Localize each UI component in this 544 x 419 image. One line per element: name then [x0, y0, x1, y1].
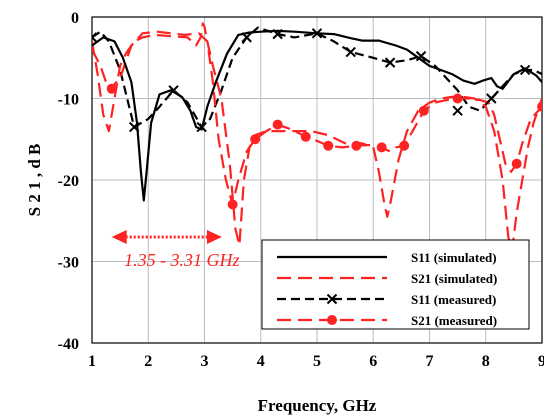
x-tick-label: 2	[144, 353, 152, 370]
marker-dot	[418, 105, 429, 116]
marker-cross	[384, 57, 396, 68]
x-tick-label: 3	[201, 353, 209, 370]
marker-dot	[250, 134, 261, 145]
marker-cross	[168, 85, 179, 96]
marker-cross	[452, 105, 463, 116]
x-tick-label: 1	[88, 353, 96, 370]
y-tick-label: -30	[58, 255, 79, 272]
marker-cross	[415, 50, 427, 62]
marker-dot	[376, 142, 387, 153]
legend-label: S11 (measured)	[411, 292, 496, 307]
marker-dot	[537, 101, 542, 112]
y-tick-label: -20	[58, 173, 79, 190]
legend-label: S21 (measured)	[411, 313, 497, 328]
tick-labels: 1 2 3 4 5 6 7 8 9 0 -10 -20 -30 -40	[58, 10, 544, 370]
marker-cross	[241, 32, 252, 43]
legend-label: S11 (simulated)	[411, 250, 497, 265]
marker-cross	[311, 28, 323, 39]
x-tick-label: 5	[313, 353, 321, 370]
x-axis-title: Frequency, GHz	[258, 396, 377, 415]
plot-frame	[91, 16, 543, 344]
series-line-s11-simulated-	[92, 29, 542, 202]
legend-box	[261, 239, 530, 330]
marker-cross	[128, 121, 140, 133]
marker-dot	[452, 93, 463, 104]
annotation-arrowhead-left	[111, 230, 127, 245]
marker-cross	[345, 46, 356, 58]
bandwidth-annotation: 1.35 - 3.31 GHz	[111, 230, 240, 270]
x-tick-label: 7	[426, 353, 434, 370]
y-tick-label: 0	[71, 10, 79, 27]
annotation-arrowhead-right	[206, 230, 222, 245]
marker-dot	[323, 140, 334, 151]
x-tick-label: 9	[538, 353, 544, 370]
marker-cross	[519, 64, 531, 76]
marker-dot	[351, 140, 362, 151]
marker-dot	[106, 83, 117, 94]
y-axis-title: S 2 1 , d B	[25, 144, 44, 217]
legend-marker	[327, 315, 337, 325]
marker-dot	[511, 158, 522, 169]
legend: S11 (simulated) S21 (simulated) S11 (measu…	[261, 239, 530, 330]
marker-dot	[227, 199, 238, 210]
annotation-label: 1.35 - 3.31 GHz	[124, 250, 240, 270]
y-tick-label: -10	[58, 92, 79, 109]
x-tick-label: 4	[257, 353, 265, 370]
x-tick-label: 8	[482, 353, 490, 370]
marker-cross	[92, 32, 98, 43]
marker-dot	[300, 131, 311, 142]
series-line-s21-simulated-	[92, 22, 542, 251]
legend-marker	[326, 293, 338, 305]
marker-cross	[486, 93, 497, 104]
series-line-s21-measured-	[92, 30, 542, 206]
y-tick-label: -40	[58, 336, 79, 353]
legend-label: S21 (simulated)	[411, 271, 497, 286]
series-layer	[92, 22, 542, 251]
marker-dot	[272, 119, 283, 130]
x-tick-label: 6	[369, 353, 377, 370]
marker-cross	[272, 28, 283, 40]
marker-cross	[196, 121, 207, 133]
marker-dot	[399, 140, 410, 151]
